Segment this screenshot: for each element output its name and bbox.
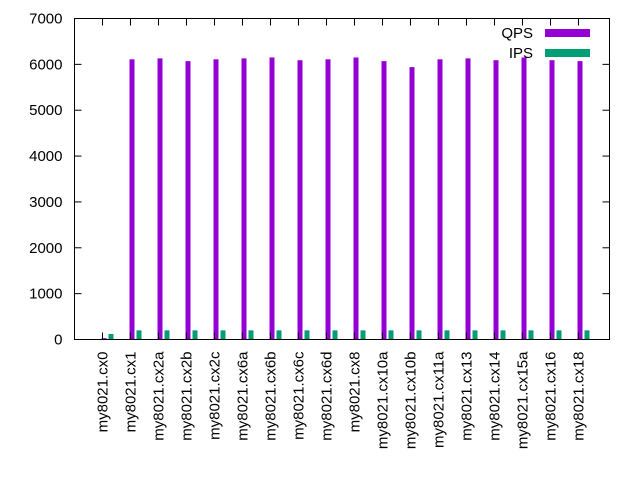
x-tick-label: my8021.cx13 xyxy=(459,352,476,441)
y-tick-label: 4000 xyxy=(29,148,62,165)
x-tick-label: my8021.cx15a xyxy=(515,351,532,449)
bar-qps xyxy=(437,59,443,340)
bar-ips xyxy=(164,330,170,340)
bar-qps xyxy=(577,61,583,340)
ticks-layer: 0 1000 2000 3000 4000 5000 6000 7000 my8021.cx0 m… xyxy=(29,11,610,450)
legend-label: IPS xyxy=(509,45,533,62)
x-tick-label: my8021.cx10b xyxy=(403,352,420,450)
bar-qps xyxy=(353,57,359,340)
bar-ips xyxy=(276,330,282,340)
bar-qps xyxy=(493,60,499,340)
y-tick-label: 3000 xyxy=(29,194,62,211)
y-tick-label: 6000 xyxy=(29,56,62,73)
bar-qps xyxy=(101,338,107,340)
bar-qps xyxy=(381,61,387,340)
bar-ips xyxy=(136,330,142,340)
bar-qps xyxy=(185,61,191,340)
x-tick-label: my8021.cx11a xyxy=(431,351,448,448)
bar-ips xyxy=(248,330,254,340)
legend-label: QPS xyxy=(501,25,533,42)
bar-ips xyxy=(584,330,590,340)
bar-qps xyxy=(465,58,471,340)
plot-frame xyxy=(74,18,610,340)
bar-qps xyxy=(297,60,303,340)
bar-qps xyxy=(241,58,247,340)
x-tick-label: my8021.cx8 xyxy=(347,352,364,433)
bar-qps xyxy=(129,59,135,340)
bar-qps xyxy=(213,59,219,340)
legend-swatch xyxy=(545,49,590,57)
bar-qps xyxy=(325,59,331,340)
x-tick-label: my8021.cx10a xyxy=(375,351,392,449)
bar-ips xyxy=(108,333,114,340)
bar-ips xyxy=(360,330,366,340)
x-tick-label: my8021.cx2a xyxy=(151,351,168,441)
bar-ips xyxy=(220,330,226,340)
y-tick-label: 2000 xyxy=(29,240,62,257)
x-tick-label: my8021.cx1 xyxy=(123,352,140,433)
bar-ips xyxy=(416,330,422,340)
y-tick-label: 5000 xyxy=(29,102,62,119)
legend: QPS IPS xyxy=(501,25,590,62)
x-tick-label: my8021.cx16 xyxy=(543,352,560,441)
x-tick-label: my8021.cx18 xyxy=(571,352,588,441)
x-tick-label: my8021.cx0 xyxy=(95,352,112,433)
bar-ips xyxy=(388,330,394,340)
bars-layer xyxy=(101,57,590,340)
bar-ips xyxy=(556,330,562,340)
bar-ips xyxy=(332,330,338,340)
bar-ips xyxy=(444,330,450,340)
legend-swatch xyxy=(545,29,590,37)
x-tick-label: my8021.cx14 xyxy=(487,352,504,441)
y-tick-label: 1000 xyxy=(29,286,62,303)
bar-ips xyxy=(192,330,198,340)
bar-ips xyxy=(304,330,310,340)
x-tick-label: my8021.cx6c xyxy=(291,351,308,440)
bar-qps xyxy=(409,67,415,340)
x-tick-label: my8021.cx6d xyxy=(319,352,336,441)
bar-ips xyxy=(528,330,534,340)
bar-qps xyxy=(521,57,527,340)
bar-ips xyxy=(500,330,506,340)
bar-qps xyxy=(157,58,163,340)
y-tick-label: 7000 xyxy=(29,11,62,28)
y-tick-label: 0 xyxy=(54,332,62,349)
x-tick-label: my8021.cx2b xyxy=(179,352,196,441)
bar-qps xyxy=(269,57,275,340)
x-tick-label: my8021.cx2c xyxy=(207,351,224,440)
bar-ips xyxy=(472,330,478,340)
x-tick-label: my8021.cx6b xyxy=(263,352,280,441)
x-tick-label: my8021.cx6a xyxy=(235,351,252,441)
bar-qps xyxy=(549,60,555,340)
